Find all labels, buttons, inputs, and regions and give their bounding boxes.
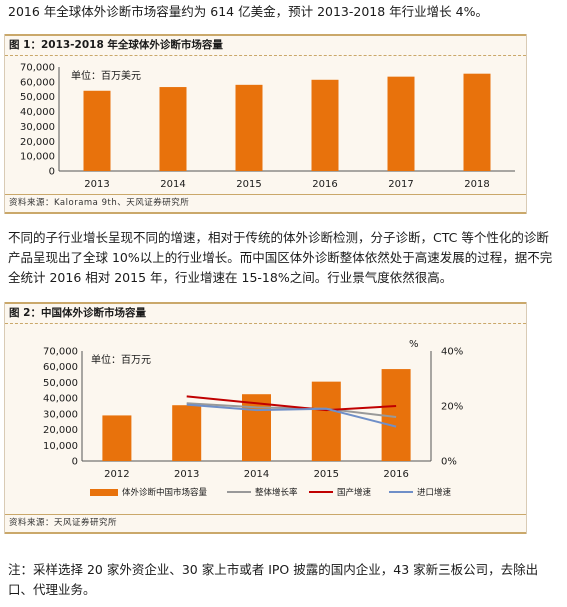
legend-swatch (90, 489, 118, 496)
x-tick-label: 2014 (160, 179, 185, 190)
y-tick-label: 0 (72, 457, 78, 468)
legend-label: 进口增速 (417, 487, 452, 498)
legend-label: 国产增速 (337, 487, 372, 498)
x-tick-label: 2012 (104, 469, 129, 480)
figure-1: 图 1：2013-2018 年全球体外诊断市场容量 0 10,000 20,000 3… (4, 34, 527, 214)
series-line (186, 395, 397, 412)
bar (311, 381, 341, 461)
x-tick-label: 2017 (388, 179, 413, 190)
legend-label: 整体增长率 (255, 487, 298, 498)
intro-paragraph: 2016 年全球体外诊断市场容量约为 614 亿美金，预计 2013-2018 … (8, 4, 488, 19)
y2-tick-label: 40% (441, 347, 463, 358)
y-tick-label: 70,000 (43, 347, 78, 358)
note-paragraph: 注：采样选择 20 家外资企业、30 家上市或者 IPO 披露的国内企业，43 … (8, 562, 539, 597)
right-axis-label: % (409, 339, 419, 350)
y-tick-label: 30,000 (43, 409, 78, 420)
y2-tick-label: 20% (441, 402, 463, 413)
y-tick-label: 40,000 (20, 107, 55, 118)
y-tick-label: 30,000 (20, 122, 55, 133)
figure-1-source: 资料来源：Kalorama 9th、天风证券研究所 (5, 194, 526, 214)
y-tick-label: 60,000 (43, 362, 78, 373)
y-tick-label: 70,000 (20, 63, 55, 74)
x-tick-label: 2014 (244, 469, 269, 480)
y-tick-label: 40,000 (43, 394, 78, 405)
y-tick-label: 10,000 (20, 152, 55, 163)
x-tick-label: 2013 (84, 179, 109, 190)
y-tick-label: 60,000 (20, 77, 55, 88)
x-tick-label: 2015 (314, 469, 339, 480)
y-tick-label: 0 (49, 167, 55, 178)
series-line (186, 403, 397, 428)
bar (159, 87, 187, 171)
x-tick-label: 2013 (174, 469, 199, 480)
bar (235, 84, 263, 171)
bar (102, 415, 132, 461)
bar (83, 90, 111, 171)
figure-2-title: 图 2：中国体外诊断市场容量 (5, 302, 526, 324)
bar (172, 405, 202, 461)
y-tick-label: 20,000 (20, 137, 55, 148)
y-tick-label: 50,000 (20, 92, 55, 103)
x-tick-label: 2016 (383, 469, 408, 480)
unit-label: 单位：百万元 (91, 353, 151, 366)
figure-1-title: 图 1：2013-2018 年全球体外诊断市场容量 (5, 34, 526, 56)
bar (311, 79, 339, 171)
bar (387, 76, 415, 171)
figure-2: 图 2：中国体外诊断市场容量 0 10,000 20,000 30,000 40,000… (4, 302, 527, 534)
x-tick-label: 2015 (236, 179, 261, 190)
x-tick-label: 2016 (312, 179, 337, 190)
y-tick-label: 10,000 (43, 441, 78, 452)
bar (463, 73, 491, 171)
y-tick-label: 50,000 (43, 378, 78, 389)
figure-2-source: 资料来源：天风证券研究所 (5, 514, 526, 534)
series-line (186, 402, 397, 418)
bar (242, 394, 271, 461)
china-ivd-market-chart: 0 10,000 20,000 30,000 40,000 50,000 60,000 70,… (43, 339, 463, 498)
growth-paragraph: 不同的子行业增长呈现不同的增速，相对于传统的体外诊断检测，分子诊断，CTC 等个… (8, 230, 553, 285)
global-ivd-market-chart: 0 10,000 20,000 30,000 40,000 50,000 60,000 70,… (20, 63, 515, 190)
unit-label: 单位：百万美元 (71, 69, 141, 82)
x-tick-label: 2018 (464, 179, 489, 190)
y-tick-label: 20,000 (43, 425, 78, 436)
y2-tick-label: 0% (441, 457, 457, 468)
legend-label: 体外诊断中国市场容量 (122, 487, 208, 498)
